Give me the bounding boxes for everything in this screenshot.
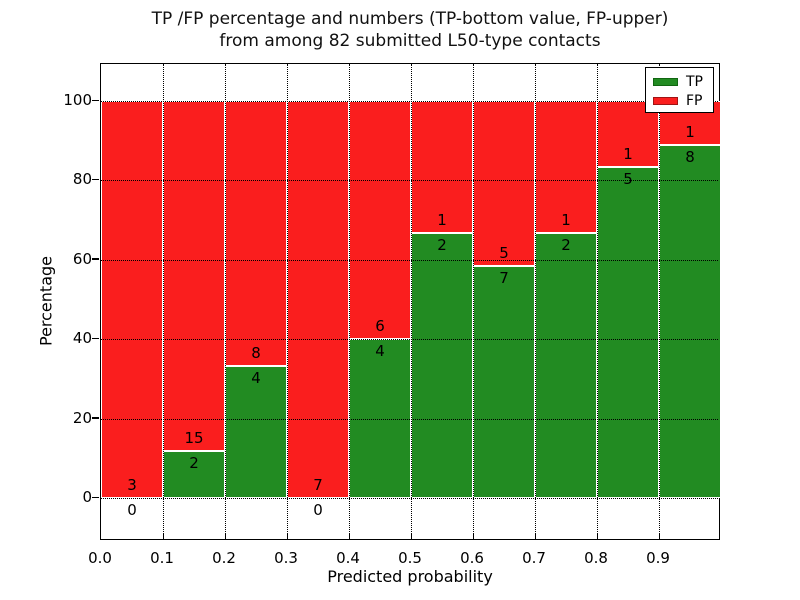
legend-swatch-fp-icon bbox=[653, 96, 678, 105]
x-tick-label: 0.1 bbox=[150, 549, 174, 567]
x-axis-tick bbox=[224, 533, 226, 539]
x-axis-tick bbox=[286, 533, 288, 539]
horizontal-gridline bbox=[101, 498, 718, 499]
tp-bar-segment bbox=[535, 233, 597, 498]
y-tick-label: 40 bbox=[72, 329, 92, 348]
vertical-gridline bbox=[411, 64, 412, 538]
vertical-gridline bbox=[597, 64, 598, 538]
x-axis-tick bbox=[534, 533, 536, 539]
horizontal-gridline bbox=[101, 259, 718, 261]
chart-title: TP /FP percentage and numbers (TP-bottom… bbox=[100, 8, 720, 52]
tp-count-label: 4 bbox=[375, 342, 385, 361]
fp-bar-segment bbox=[473, 101, 535, 267]
legend-label-tp: TP bbox=[686, 73, 703, 90]
x-axis-tick bbox=[658, 533, 660, 539]
x-axis-tick bbox=[596, 533, 598, 539]
vertical-gridline bbox=[473, 64, 474, 538]
tp-count-label: 0 bbox=[127, 501, 137, 519]
tp-count-label: 2 bbox=[561, 236, 571, 255]
y-axis-tick bbox=[92, 417, 99, 419]
vertical-gridline bbox=[659, 64, 660, 538]
tp-bar-segment bbox=[597, 167, 659, 498]
vertical-gridline bbox=[163, 64, 164, 538]
tp-count-label: 7 bbox=[499, 269, 509, 288]
horizontal-gridline bbox=[101, 418, 718, 420]
legend-label-fp: FP bbox=[686, 92, 703, 109]
legend-swatch-tp-icon bbox=[653, 77, 678, 86]
legend-item-tp: TP bbox=[653, 72, 713, 91]
fp-bar-segment bbox=[225, 101, 287, 366]
x-tick-label: 0.5 bbox=[398, 549, 422, 567]
fp-count-label: 8 bbox=[251, 343, 261, 362]
x-tick-label: 0.2 bbox=[212, 549, 236, 567]
y-tick-label: 100 bbox=[63, 91, 92, 109]
fp-count-label: 1 bbox=[437, 211, 447, 230]
fp-bar-segment bbox=[287, 101, 349, 498]
x-axis-tick bbox=[472, 533, 474, 539]
vertical-gridline bbox=[535, 64, 536, 538]
tp-bar-segment bbox=[225, 365, 287, 498]
chart-title-line1: TP /FP percentage and numbers (TP-bottom… bbox=[151, 9, 669, 29]
y-tick-label: 80 bbox=[72, 170, 92, 189]
x-axis-tick bbox=[162, 533, 164, 539]
chart-title-line2: from among 82 submitted L50-type contact… bbox=[219, 31, 601, 51]
y-axis-tick bbox=[92, 99, 99, 101]
y-tick-label: 0 bbox=[82, 488, 92, 506]
tp-count-label: 2 bbox=[437, 236, 447, 255]
legend-item-fp: FP bbox=[653, 91, 713, 110]
y-axis-tick bbox=[92, 258, 99, 260]
horizontal-gridline bbox=[101, 339, 718, 341]
y-axis-tick bbox=[92, 496, 99, 498]
fp-bar-segment bbox=[411, 101, 473, 234]
tp-count-label: 8 bbox=[685, 148, 695, 167]
x-tick-label: 0.7 bbox=[522, 549, 546, 567]
y-tick-label: 20 bbox=[72, 408, 92, 427]
x-tick-label: 0.8 bbox=[584, 549, 608, 567]
tp-bar-segment bbox=[659, 145, 721, 498]
tp-bar-segment bbox=[473, 266, 535, 498]
x-tick-label: 0.9 bbox=[646, 549, 670, 567]
fp-bar-segment bbox=[163, 101, 225, 452]
fp-count-label: 7 bbox=[313, 476, 323, 494]
tp-bar-segment bbox=[163, 451, 225, 498]
fp-bar-segment bbox=[349, 101, 411, 340]
y-tick-label: 60 bbox=[72, 249, 92, 268]
x-tick-label: 0.6 bbox=[460, 549, 484, 567]
x-axis-tick bbox=[410, 533, 412, 539]
fp-bar-segment bbox=[101, 101, 163, 498]
fp-count-label: 1 bbox=[685, 123, 695, 142]
vertical-gridline bbox=[225, 64, 226, 538]
x-axis-label: Predicted probability bbox=[327, 567, 493, 586]
vertical-gridline bbox=[287, 64, 288, 538]
x-axis-tick bbox=[348, 533, 350, 539]
tp-count-label: 0 bbox=[313, 501, 323, 519]
legend: TP FP bbox=[645, 67, 714, 113]
tp-count-label: 5 bbox=[623, 170, 633, 189]
fp-count-label: 6 bbox=[375, 317, 385, 336]
fp-count-label: 1 bbox=[623, 145, 633, 164]
vertical-gridline bbox=[349, 64, 350, 538]
horizontal-gridline bbox=[101, 180, 718, 182]
y-axis-tick bbox=[92, 178, 99, 181]
fp-count-label: 3 bbox=[127, 476, 137, 494]
x-tick-label: 0.4 bbox=[336, 549, 360, 567]
fp-count-label: 5 bbox=[499, 244, 509, 263]
fp-count-label: 15 bbox=[184, 429, 204, 448]
x-tick-label: 0.3 bbox=[274, 549, 298, 567]
y-axis-tick bbox=[92, 337, 99, 340]
fp-count-label: 1 bbox=[561, 211, 571, 230]
tp-count-label: 4 bbox=[251, 368, 261, 387]
tp-count-label: 2 bbox=[189, 454, 199, 473]
x-tick-label: 0.0 bbox=[88, 549, 112, 567]
horizontal-gridline bbox=[101, 101, 718, 102]
tp-bar-segment bbox=[411, 233, 473, 498]
plot-area: TP FP 3 0 15 2 8 4 7 0 6 4 1 2 5 7 1 2 1 5 1 8 bbox=[100, 63, 721, 540]
